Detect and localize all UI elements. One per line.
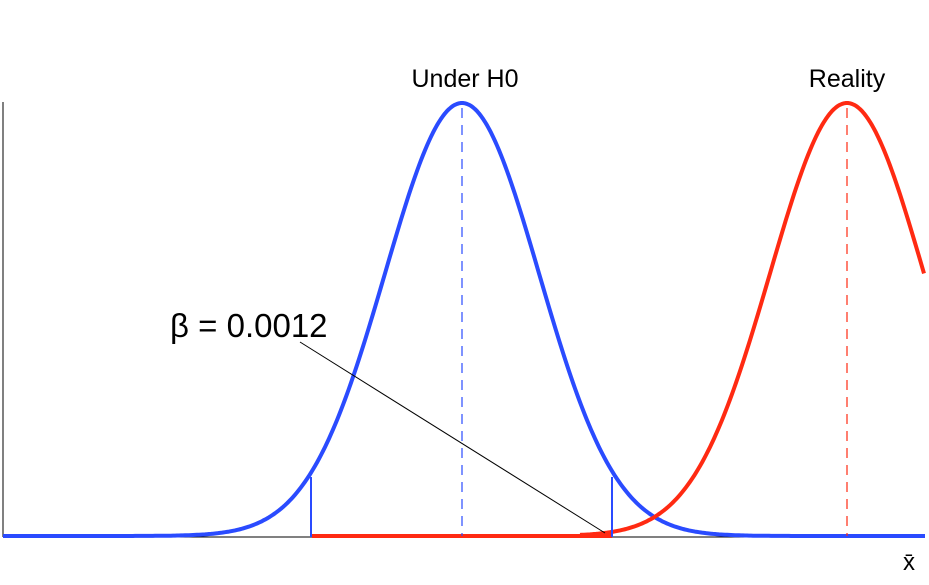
reality-label: Reality bbox=[809, 65, 886, 93]
beta-label: β = 0.0012 bbox=[170, 307, 328, 344]
under-h0-label: Under H0 bbox=[412, 65, 519, 93]
h0-distribution-curve bbox=[3, 101, 925, 538]
x-axis-label: x̄ bbox=[903, 549, 915, 576]
reality-distribution-curve bbox=[579, 101, 926, 537]
beta-pointer-line bbox=[299, 341, 606, 534]
